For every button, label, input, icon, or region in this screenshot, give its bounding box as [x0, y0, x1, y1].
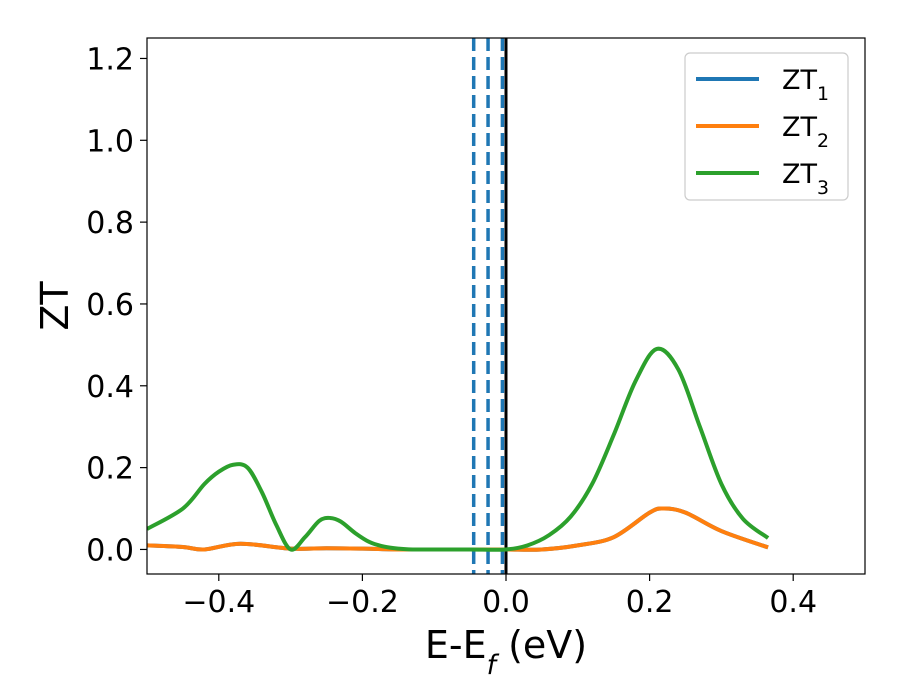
- x-tick-label: 0.2: [626, 585, 674, 620]
- x-axis: −0.4 −0.2 0.0 0.2 0.4: [182, 574, 817, 620]
- series-line-zt3: [147, 346, 770, 552]
- y-tick-label: 0.4: [86, 370, 134, 405]
- y-tick-label: 0.2: [86, 452, 134, 487]
- y-tick-label: 0.8: [86, 206, 134, 241]
- x-tick-label: 0.0: [482, 585, 530, 620]
- y-tick-label: 1.0: [86, 124, 134, 159]
- y-tick-label: 1.2: [86, 42, 134, 77]
- legend-box: [684, 52, 849, 201]
- series-line-zt2: [147, 506, 769, 552]
- y-tick-label: 0.6: [86, 288, 134, 323]
- legend-label-zt2: ZT2: [782, 112, 829, 152]
- x-tick-label: −0.4: [182, 585, 255, 620]
- x-tick-label: 0.4: [769, 585, 817, 620]
- legend-label-zt3: ZT3: [782, 159, 829, 199]
- y-tick-label: 0.0: [86, 533, 134, 568]
- y-axis: 0.0 0.2 0.4 0.6 0.8 1.0 1.2: [86, 42, 147, 568]
- y-axis-label: ZT: [33, 281, 77, 331]
- legend: ZT1 ZT2 ZT3: [684, 52, 849, 201]
- x-tick-label: −0.2: [326, 585, 399, 620]
- legend-label-zt1: ZT1: [782, 65, 829, 105]
- series-lines: [147, 346, 770, 552]
- x-axis-label: E-Ef (eV): [425, 623, 587, 681]
- fermi-lines: [471, 38, 508, 574]
